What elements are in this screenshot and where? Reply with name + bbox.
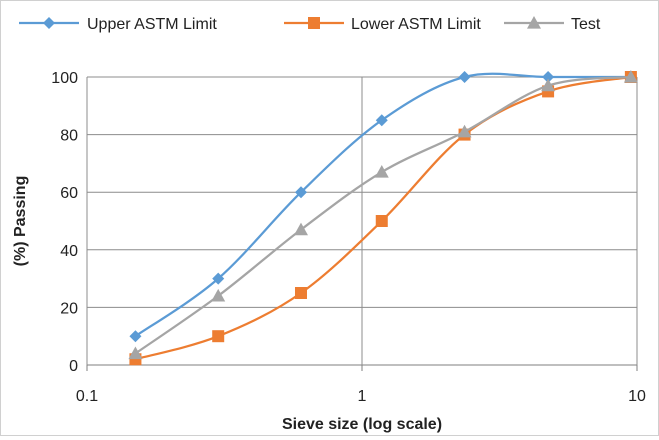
data-point bbox=[375, 215, 388, 227]
legend-label: Upper ASTM Limit bbox=[87, 16, 217, 33]
series-upper-astm-limit bbox=[129, 71, 637, 343]
y-tick-label: 80 bbox=[60, 128, 78, 145]
data-point bbox=[294, 186, 307, 199]
data-point bbox=[457, 124, 472, 138]
x-tick-label: 10 bbox=[628, 388, 646, 405]
data-point bbox=[623, 70, 638, 83]
legend-marker bbox=[43, 17, 55, 29]
y-tick-label: 0 bbox=[69, 358, 78, 375]
x-tick-label: 1 bbox=[358, 388, 367, 405]
legend-label: Lower ASTM Limit bbox=[351, 16, 481, 33]
grid-lines bbox=[86, 76, 638, 366]
data-point bbox=[542, 71, 555, 83]
data-point bbox=[294, 287, 307, 299]
series-group bbox=[128, 70, 638, 366]
data-point bbox=[458, 71, 471, 83]
data-point bbox=[374, 165, 389, 178]
legend-marker bbox=[308, 17, 320, 29]
legend: Upper ASTM Limit Lower ASTM Limit Test bbox=[19, 16, 601, 33]
data-point bbox=[128, 346, 143, 360]
y-tick-label: 100 bbox=[51, 70, 78, 87]
series-line bbox=[134, 72, 631, 338]
legend-marker bbox=[527, 16, 541, 29]
legend-entry: Lower ASTM Limit bbox=[284, 16, 481, 33]
y-tick-label: 20 bbox=[60, 300, 78, 317]
data-point bbox=[293, 222, 308, 236]
data-point bbox=[375, 114, 388, 127]
data-point bbox=[211, 288, 226, 302]
x-tick-label: 0.1 bbox=[76, 388, 98, 405]
data-point bbox=[212, 272, 225, 285]
y-tick-label: 40 bbox=[60, 243, 78, 260]
legend-entry: Upper ASTM Limit bbox=[19, 16, 217, 33]
data-point bbox=[129, 330, 142, 343]
legend-entry: Test bbox=[504, 16, 601, 33]
y-axis-title: (%) Passing bbox=[12, 176, 29, 267]
legend-label: Test bbox=[571, 16, 601, 33]
x-axis-title: Sieve size (log scale) bbox=[282, 416, 442, 433]
data-point bbox=[212, 330, 225, 343]
data-point bbox=[541, 78, 556, 92]
y-tick-label: 60 bbox=[60, 185, 78, 202]
series-lower-astm-limit bbox=[129, 71, 637, 366]
series-test bbox=[128, 70, 638, 360]
axes: 0 20 40 60 80 100 0.1 1 10 bbox=[51, 70, 646, 405]
